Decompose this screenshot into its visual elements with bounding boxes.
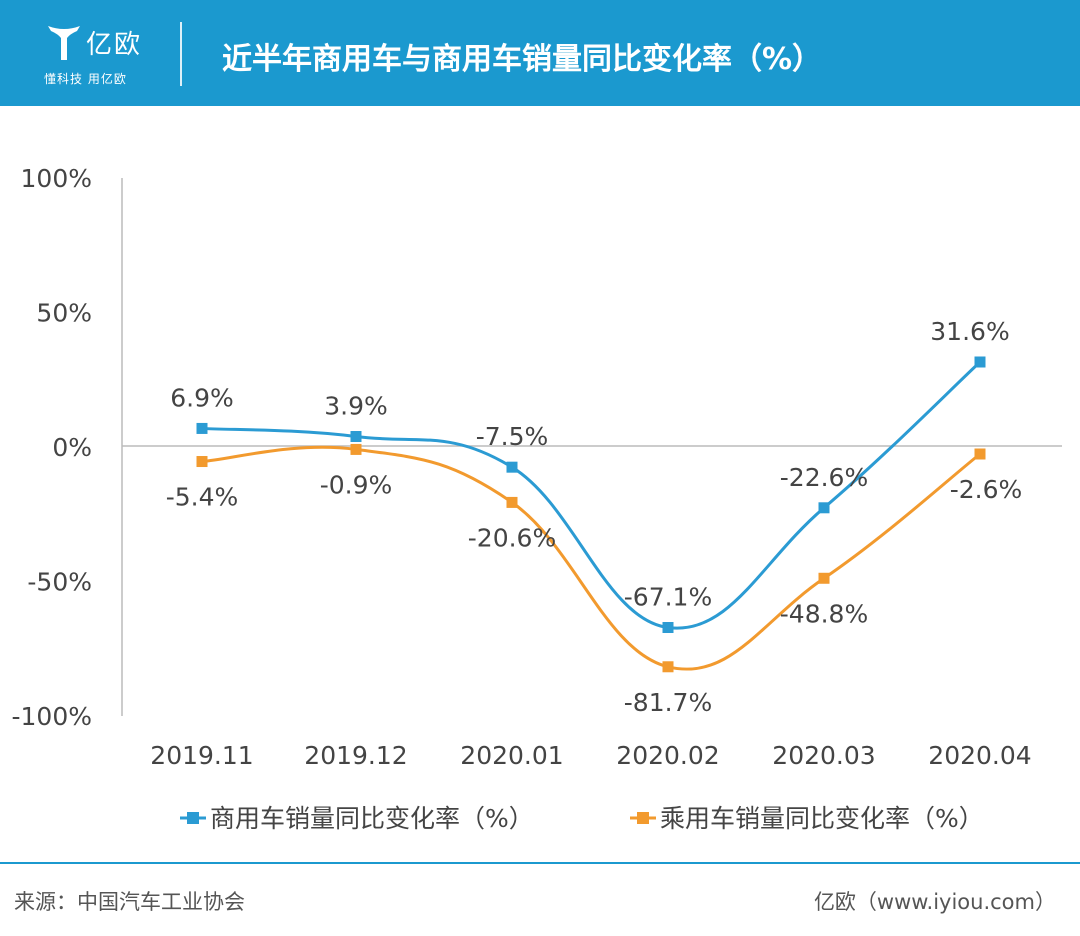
- y-tick-label: 100%: [21, 164, 92, 193]
- series-1: 6.9% 3.9% -7.5% -67.1% -22.6% 31.6%: [170, 317, 1010, 633]
- logo-slogan: 懂科技 用亿欧: [44, 72, 127, 86]
- x-tick-label: 2020.02: [616, 741, 719, 770]
- logo-name: 亿欧: [86, 30, 143, 60]
- line-chart: 100% 50% 0% -50% -100% 2019.11 2019.12 2020.01…: [12, 164, 1062, 833]
- page-title: 近半年商用车与商用车销量同比变化率（%）: [222, 42, 823, 77]
- legend-square-marker: [187, 812, 199, 824]
- legend-square-marker: [637, 812, 649, 824]
- data-point: [662, 621, 674, 633]
- y-tick-labels: 100% 50% 0% -50% -100%: [12, 164, 93, 731]
- x-tick-label: 2019.12: [304, 741, 407, 770]
- source-note: 来源：中国汽车工业协会: [14, 890, 245, 914]
- legend-label: 商用车销量同比变化率（%）: [210, 804, 534, 833]
- data-label: -0.9%: [320, 470, 393, 499]
- data-label: -67.1%: [624, 582, 712, 611]
- data-point: [662, 661, 674, 673]
- data-point: [506, 496, 518, 508]
- data-point: [818, 502, 830, 514]
- data-point: [974, 448, 986, 460]
- x-tick-label: 2020.04: [928, 741, 1031, 770]
- series-2: -5.4% -0.9% -20.6% -81.7% -48.8% -2.6%: [166, 443, 1023, 717]
- x-tick-label: 2019.11: [150, 741, 253, 770]
- logo: 亿欧 懂科技 用亿欧: [40, 18, 150, 88]
- data-label: -22.6%: [780, 463, 868, 492]
- x-tick-label: 2020.01: [460, 741, 563, 770]
- data-label: -81.7%: [624, 688, 712, 717]
- data-label: -2.6%: [950, 475, 1023, 504]
- x-tick-label: 2020.03: [772, 741, 875, 770]
- logo-icon: [48, 26, 80, 60]
- y-tick-label: 0%: [52, 433, 92, 462]
- y-tick-label: 50%: [36, 299, 92, 328]
- y-tick-label: -100%: [12, 702, 93, 731]
- data-point: [974, 356, 986, 368]
- data-label: -20.6%: [468, 523, 556, 552]
- footer-divider: [0, 862, 1080, 864]
- y-tick-label: -50%: [27, 568, 92, 597]
- header-divider: [180, 22, 182, 86]
- data-label: -48.8%: [780, 599, 868, 628]
- data-point: [196, 422, 208, 434]
- data-point: [818, 572, 830, 584]
- data-point: [350, 431, 362, 443]
- series-line: [201, 360, 982, 630]
- data-point: [506, 461, 518, 473]
- data-point: [350, 443, 362, 455]
- x-tick-labels: 2019.11 2019.12 2020.01 2020.02 2020.03 2020.…: [150, 741, 1031, 770]
- data-label: 6.9%: [170, 383, 234, 412]
- legend: 商用车销量同比变化率（%） 乘用车销量同比变化率（%）: [180, 804, 984, 833]
- data-label: 31.6%: [930, 317, 1009, 346]
- header-banner: 亿欧 懂科技 用亿欧 近半年商用车与商用车销量同比变化率（%）: [0, 0, 1080, 106]
- legend-label: 乘用车销量同比变化率（%）: [660, 804, 984, 833]
- legend-item-1: 商用车销量同比变化率（%）: [180, 804, 534, 833]
- data-label: -7.5%: [476, 422, 549, 451]
- series-layer: 6.9% 3.9% -7.5% -67.1% -22.6% 31.6% -5.4% -0.9%…: [166, 317, 1023, 717]
- legend-item-2: 乘用车销量同比变化率（%）: [630, 804, 984, 833]
- data-point: [196, 456, 208, 468]
- data-label: -5.4%: [166, 483, 239, 512]
- credit-note: 亿欧（www.iyiou.com）: [813, 890, 1056, 914]
- data-label: 3.9%: [324, 392, 388, 421]
